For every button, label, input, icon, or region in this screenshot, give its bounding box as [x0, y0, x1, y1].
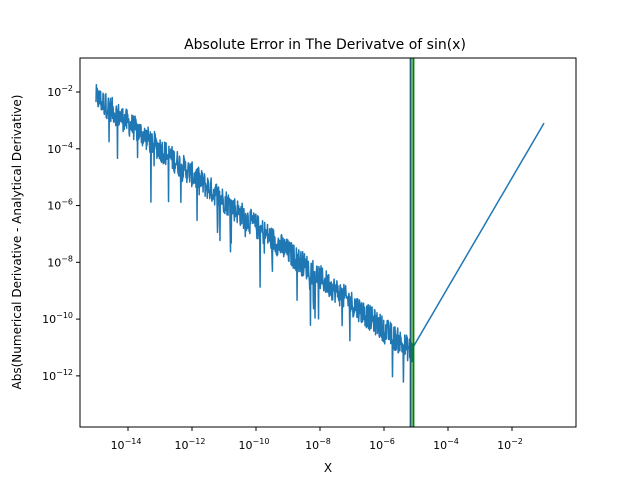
series-line-0: [95, 84, 545, 383]
x-tick-label-0: 10−14: [111, 437, 142, 452]
x-tick-label-6: 10−2: [497, 437, 523, 452]
y-axis-label: Abs(Numerical Derivative - Analytical De…: [10, 95, 24, 390]
x-tick-label-2: 10−10: [239, 437, 270, 452]
y-tick-label-4: 10−4: [47, 141, 73, 156]
y-tick-label-2: 10−8: [47, 254, 73, 269]
y-tick-label-0: 10−12: [42, 368, 73, 383]
y-tick-label-5: 10−2: [47, 84, 73, 99]
x-tick-label-3: 10−8: [305, 437, 331, 452]
x-axis-ticks: 10−14 10−12 10−10 10−8 10−6 10−4 10−2: [111, 427, 523, 452]
x-tick-label-5: 10−4: [433, 437, 459, 452]
y-axis-ticks: 10−12 10−10 10−8 10−6 10−4 10−2: [42, 84, 80, 383]
chart-title: Absolute Error in The Derivatve of sin(x…: [184, 37, 466, 53]
plot-frame: [79, 57, 577, 428]
vline-layer: [409, 58, 415, 427]
x-tick-label-4: 10−6: [369, 437, 395, 452]
x-tick-label-1: 10−12: [175, 437, 206, 452]
plot-area: [79, 57, 577, 428]
x-axis-label: X: [324, 461, 332, 475]
y-tick-label-3: 10−6: [47, 198, 73, 213]
series-layer: [95, 84, 545, 383]
y-tick-label-1: 10−10: [42, 311, 73, 326]
